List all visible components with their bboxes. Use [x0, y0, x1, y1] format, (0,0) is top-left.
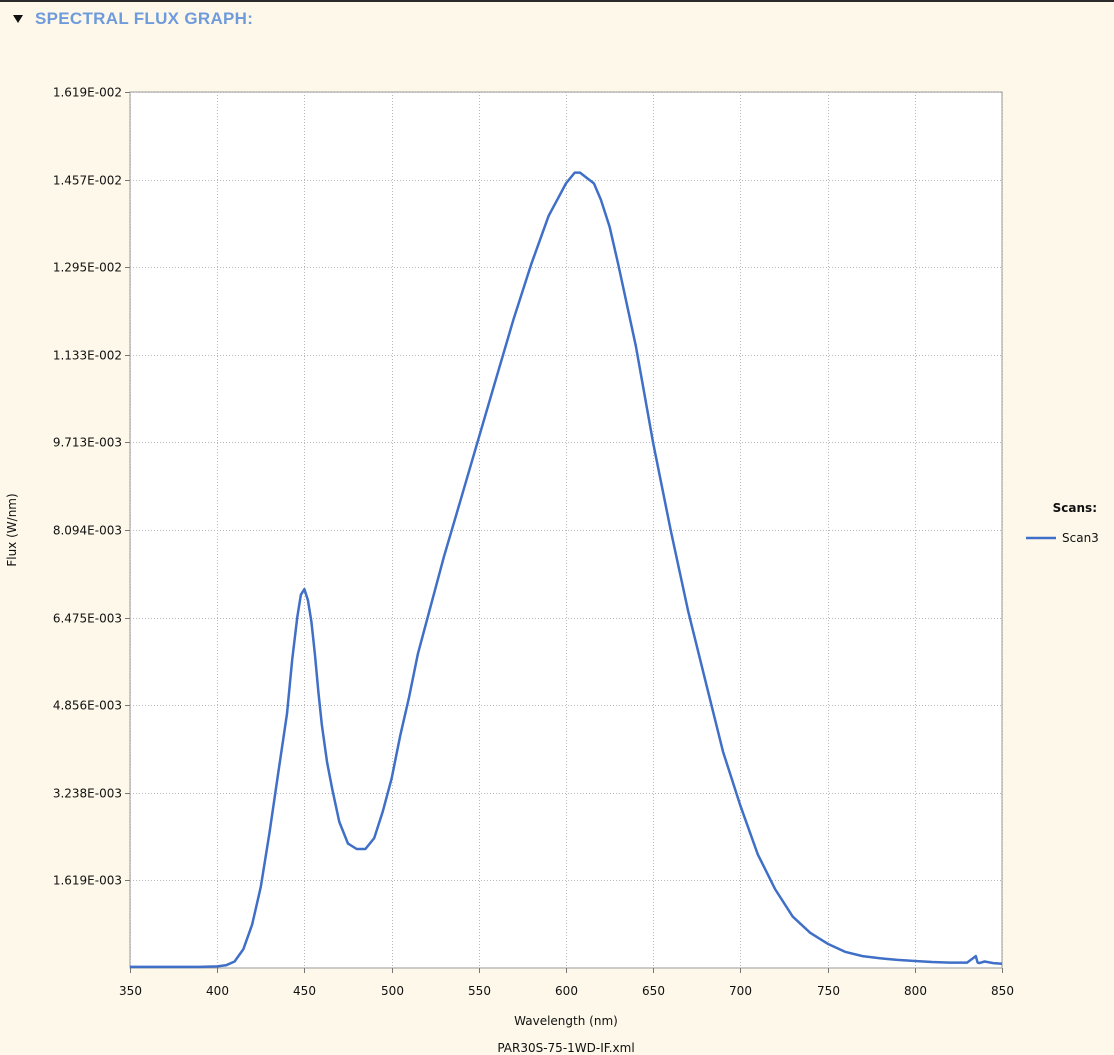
x-tick-label: 500 [381, 984, 404, 998]
top-border [0, 0, 1114, 2]
x-axis-label: Wavelength (nm) [514, 1014, 618, 1028]
x-tick-label: 600 [555, 984, 578, 998]
section-title: SPECTRAL FLUX GRAPH: [35, 9, 254, 28]
series-group [130, 171, 1003, 969]
x-tick-label: 700 [729, 984, 752, 998]
y-tick-label: 8.094E-003 [53, 524, 122, 538]
y-tick-label: 1.619E-003 [53, 874, 122, 888]
y-tick-label: 4.856E-003 [53, 699, 122, 713]
legend[interactable]: Scan3 [1026, 531, 1099, 545]
y-axis-ticks: 1.619E-003 3.238E-003 4.856E-003 6.475E-003… [53, 86, 130, 888]
x-tick-label: 750 [817, 984, 840, 998]
y-axis-label: Flux (W/nm) [5, 493, 19, 566]
legend-label: Scan3 [1062, 531, 1099, 545]
collapse-arrow-icon[interactable] [13, 15, 23, 23]
y-tick-label: 1.619E-002 [53, 86, 122, 100]
y-tick-label: 1.295E-002 [53, 261, 122, 275]
y-tick-label: 3.238E-003 [53, 787, 122, 801]
series-line-scan3 [130, 171, 1003, 969]
grid-lines [130, 92, 1003, 968]
x-tick-label: 450 [293, 984, 316, 998]
x-tick-label: 350 [119, 984, 142, 998]
legend-title: Scans: [1053, 501, 1097, 515]
x-tick-label: 800 [904, 984, 927, 998]
x-axis-ticks: 350 400 450 500 550 600 650 700 750 800 850 [119, 968, 1014, 998]
section-header[interactable]: SPECTRAL FLUX GRAPH: [10, 6, 253, 32]
y-tick-label: 9.713E-003 [53, 436, 122, 450]
x-tick-label: 550 [468, 984, 491, 998]
y-tick-label: 1.133E-002 [53, 349, 122, 363]
y-tick-label: 1.457E-002 [53, 174, 122, 188]
x-tick-label: 400 [206, 984, 229, 998]
x-tick-label: 650 [642, 984, 665, 998]
y-tick-label: 6.475E-003 [53, 612, 122, 626]
x-tick-label: 850 [991, 984, 1014, 998]
chart-caption: PAR30S-75-1WD-IF.xml [497, 1041, 634, 1055]
